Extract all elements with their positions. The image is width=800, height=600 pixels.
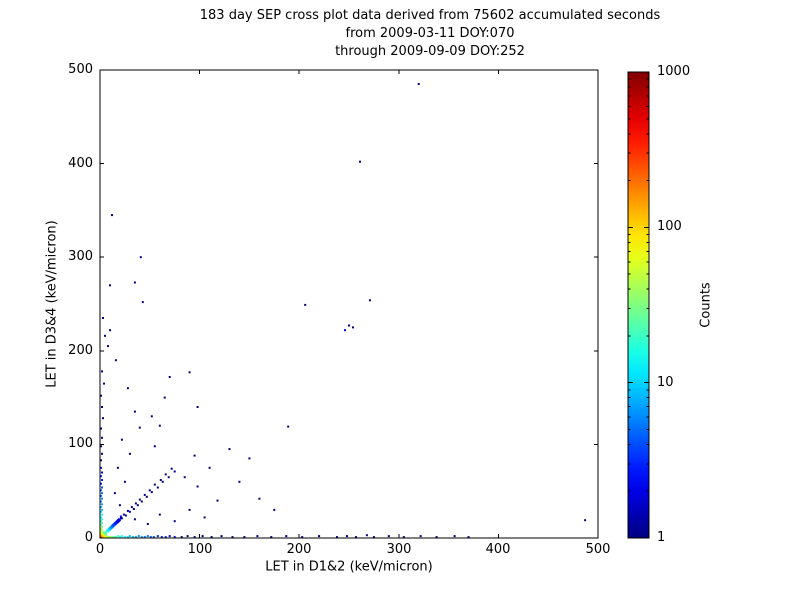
x-axis-label: LET in D1&2 (keV/micron) bbox=[265, 559, 433, 575]
y-tick-label-500: 500 bbox=[68, 62, 93, 77]
x-tick-label-200: 200 bbox=[286, 542, 312, 557]
x-tick-label-400: 400 bbox=[485, 542, 511, 557]
y-tick-label-0: 0 bbox=[84, 530, 93, 545]
y-tick-label-400: 400 bbox=[68, 156, 93, 171]
x-tick-label-100: 100 bbox=[187, 542, 213, 557]
colorbar-tick-100: 100 bbox=[657, 219, 682, 234]
x-tick-label-0: 0 bbox=[95, 542, 105, 557]
colorbar-tick-1: 1 bbox=[657, 530, 666, 545]
colorbar-label: Counts bbox=[698, 282, 714, 328]
y-tick-label-200: 200 bbox=[68, 343, 93, 358]
colorbar-tick-10: 10 bbox=[657, 375, 674, 390]
y-axis-label: LET in D3&4 (keV/micron) bbox=[44, 220, 60, 388]
y-tick-label-100: 100 bbox=[68, 436, 93, 451]
title-line-3: through 2009-09-09 DOY:252 bbox=[335, 44, 525, 59]
y-tick-label-300: 300 bbox=[68, 249, 93, 264]
title-line-1: 183 day SEP cross plot data derived from… bbox=[199, 8, 661, 23]
title-line-2: from 2009-03-11 DOY:070 bbox=[345, 26, 515, 41]
x-tick-label-300: 300 bbox=[386, 542, 412, 557]
colorbar-tick-1000: 1000 bbox=[657, 64, 691, 79]
x-tick-label-500: 500 bbox=[585, 542, 611, 557]
